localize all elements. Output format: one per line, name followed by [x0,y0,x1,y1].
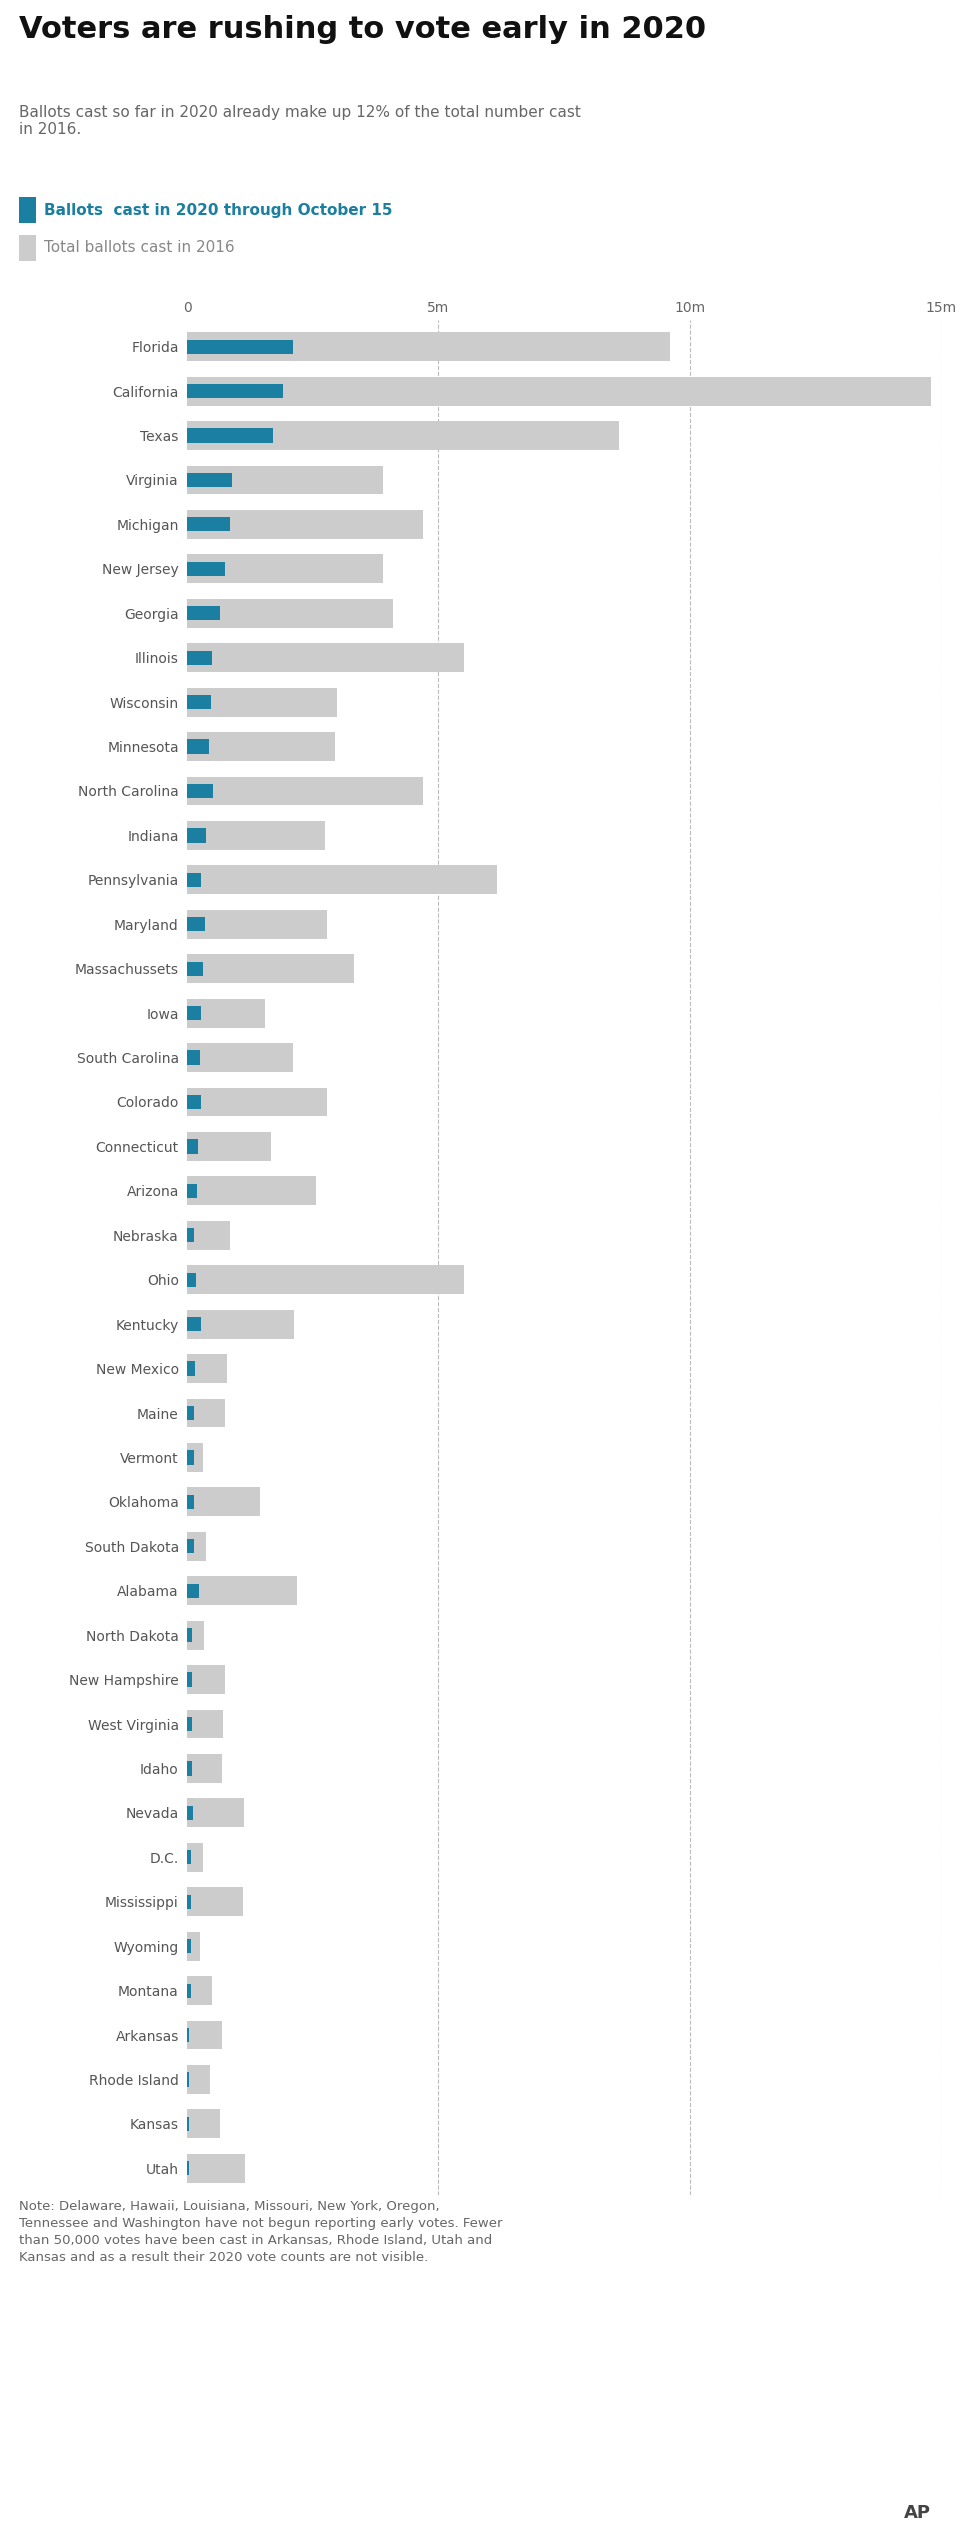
Bar [187,466,383,494]
Bar [187,1088,326,1115]
Bar [187,1627,192,1643]
Bar [187,864,496,895]
Bar [187,651,212,664]
Text: Ballots  cast in 2020 through October 15: Ballots cast in 2020 through October 15 [44,203,393,218]
Bar [187,872,201,887]
Bar [187,1176,316,1204]
Bar [187,776,423,806]
Bar [187,687,337,717]
Bar [187,1042,293,1072]
Bar [187,1762,192,1774]
Bar [187,606,220,621]
Bar [187,474,232,487]
Bar [187,1354,228,1384]
Bar [187,1496,194,1508]
Bar [187,1539,194,1554]
Bar [187,340,293,355]
Bar [187,1488,260,1516]
Bar [187,1584,199,1597]
Bar [187,1851,191,1863]
Bar [187,1095,201,1110]
Bar [187,1227,194,1242]
Bar [187,1399,225,1427]
Bar [187,961,203,976]
Bar [187,1977,212,2005]
Text: Total ballots cast in 2016: Total ballots cast in 2016 [44,241,235,256]
Bar [187,332,669,360]
Bar [187,2155,245,2183]
Bar [187,1407,194,1420]
Text: AP: AP [904,2505,931,2522]
Bar [187,1843,203,1871]
Bar [187,1133,271,1161]
Bar [187,2066,210,2094]
Text: Note: Delaware, Hawaii, Louisiana, Missouri, New York, Oregon,
Tennessee and Was: Note: Delaware, Hawaii, Louisiana, Misso… [19,2200,503,2264]
Bar [187,695,211,710]
Bar [187,1265,464,1295]
Bar [187,2028,189,2043]
Bar [187,1049,201,1065]
Bar [187,1006,201,1019]
Bar [187,1222,229,1250]
Bar [187,1184,197,1199]
Bar [187,1797,244,1828]
Bar [187,378,931,406]
Bar [187,555,383,583]
Bar [187,510,423,540]
Bar [187,1442,203,1473]
Bar [187,1889,244,1916]
Bar [187,383,282,398]
Bar [187,733,335,760]
Bar [187,829,206,842]
Bar [187,1318,201,1331]
Bar [187,1939,191,1954]
Text: Voters are rushing to vote early in 2020: Voters are rushing to vote early in 2020 [19,15,707,43]
Bar [187,1311,294,1338]
Bar [187,2162,189,2175]
Bar [187,2109,221,2140]
Bar [187,953,354,984]
Bar [187,2117,189,2132]
Bar [187,428,273,444]
Bar [187,1665,225,1693]
Bar [187,1138,199,1153]
Bar [187,1709,223,1739]
Bar [187,910,326,938]
Bar [187,1450,194,1465]
Bar [187,1361,195,1377]
Bar [187,821,325,849]
Text: Ballots cast so far in 2020 already make up 12% of the total number cast
in 2016: Ballots cast so far in 2020 already make… [19,104,581,137]
Bar [187,421,619,449]
Bar [187,740,209,753]
Bar [187,598,394,629]
Bar [187,2074,189,2086]
Bar [187,1531,205,1562]
Bar [187,999,265,1027]
Bar [187,1716,192,1731]
Bar [187,2020,223,2048]
Bar [187,783,213,799]
Bar [187,563,225,575]
Bar [187,644,464,672]
Bar [187,1577,297,1605]
Bar [187,1894,191,1909]
Bar [187,1932,200,1960]
Bar [187,918,204,930]
Bar [187,1620,204,1650]
Bar [187,517,229,532]
Bar [187,1273,196,1288]
Bar [187,1673,192,1686]
Bar [187,1805,193,1820]
Bar [187,1982,191,1998]
Bar [187,1754,222,1782]
